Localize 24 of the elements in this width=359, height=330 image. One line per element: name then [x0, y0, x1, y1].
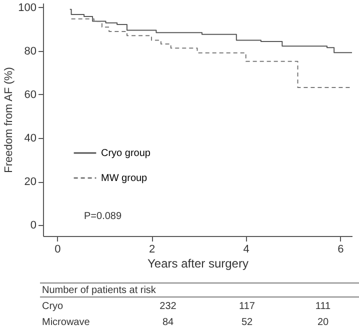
text: 52 — [241, 317, 253, 328]
text: 20 — [317, 317, 329, 328]
x-tick-label: 4 — [243, 244, 250, 256]
annotation: P=0.089 — [84, 211, 122, 222]
text: 117 — [239, 301, 256, 312]
y-tick-label: 80 — [24, 45, 36, 58]
y-tick-label: 60 — [24, 88, 36, 101]
y-tick-label: 40 — [24, 132, 36, 145]
x-tick-label: 2 — [148, 244, 156, 256]
x-axis-title: Years after surgery — [148, 256, 248, 270]
legend-label: Cryo group — [101, 148, 151, 159]
text: 84 — [162, 317, 174, 328]
text: Microwave — [42, 317, 90, 328]
text: 111 — [315, 301, 332, 312]
legend-label: MW group — [101, 173, 148, 184]
text: 232 — [160, 301, 177, 312]
text: Cryo — [42, 301, 64, 312]
y-axis-title: Freedom from AF (%) — [3, 67, 16, 173]
x-tick-label: 0 — [54, 244, 61, 256]
y-tick-label: 0 — [30, 220, 36, 232]
x-tick-label: 6 — [338, 244, 344, 256]
y-tick-label: 100 — [18, 2, 36, 14]
text: Number of patients at risk — [42, 285, 157, 296]
y-tick-label: 20 — [24, 176, 36, 188]
